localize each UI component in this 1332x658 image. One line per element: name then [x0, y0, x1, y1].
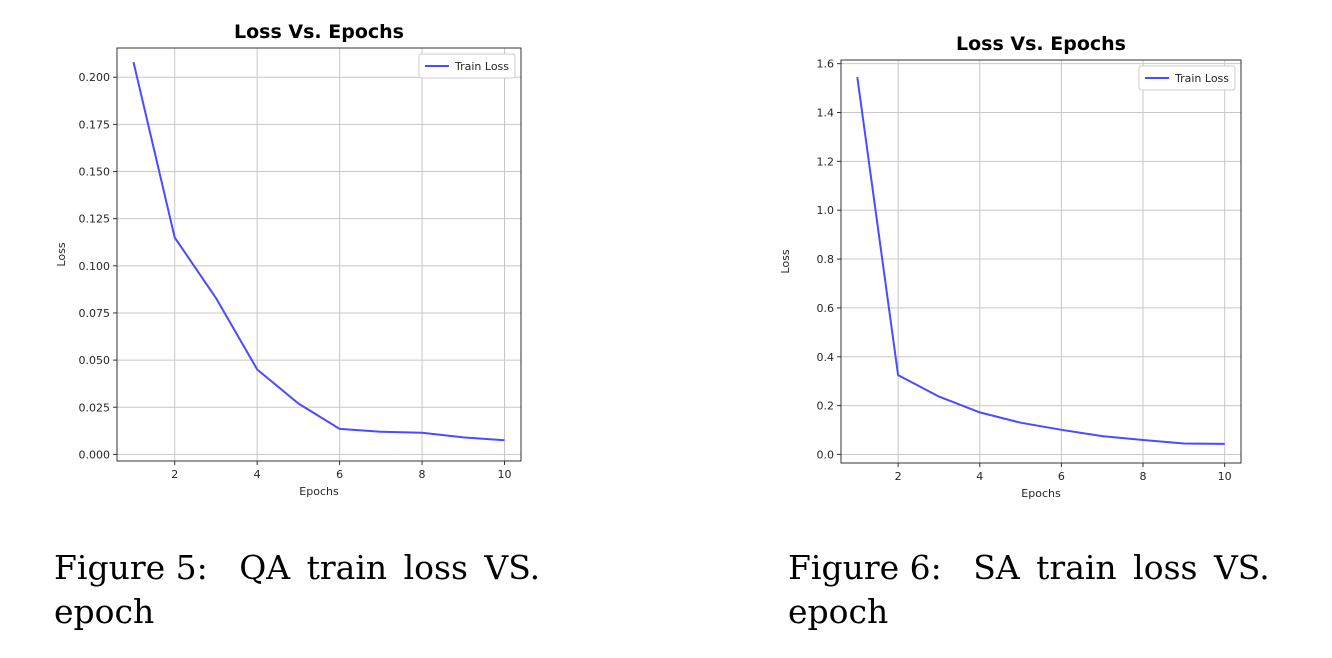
- y-tick-label: 1.2: [817, 155, 835, 168]
- chart-title: Loss Vs. Epochs: [956, 33, 1126, 55]
- x-axis-label: Epochs: [1021, 487, 1061, 500]
- y-tick-label: 1.4: [817, 107, 835, 120]
- series-line-train-loss: [856, 76, 1225, 445]
- series-line-train-loss: [132, 61, 505, 442]
- y-tick-label: 0.050: [79, 354, 111, 367]
- caption-text: QA train loss VS. epoch: [54, 548, 541, 631]
- y-tick-label: 0.100: [79, 260, 111, 273]
- x-axis-label: Epochs: [299, 485, 339, 498]
- y-tick-label: 0.8: [817, 253, 835, 266]
- x-tick-label: 8: [1140, 470, 1147, 483]
- y-tick-label: 1.0: [817, 204, 835, 217]
- x-tick-label: 6: [336, 468, 343, 481]
- y-axis-label: Loss: [779, 249, 792, 273]
- caption-text: SA train loss VS. epoch: [788, 548, 1270, 631]
- y-tick-label: 0.175: [79, 118, 111, 131]
- y-tick-label: 0.025: [79, 401, 111, 414]
- legend-label: Train Loss: [454, 60, 509, 73]
- loss-chart-sa: 2 4 6 8 10 0.0 0.2 0.4 0.6 0.8 1.0 1.2 1.4 1.6 Loss Vs…: [779, 33, 1242, 500]
- x-tick-label: 2: [171, 468, 178, 481]
- caption-label: Figure 6:: [788, 548, 942, 587]
- legend-box: [1138, 65, 1236, 91]
- y-tick-label: 0.200: [79, 71, 111, 84]
- loss-chart-qa: 2 4 6 8 10 0.000 0.025 0.050 0.075 0.100 0.125 0.15…: [55, 21, 522, 498]
- y-tick-label: 1.6: [817, 58, 835, 71]
- x-tick-label: 8: [419, 468, 426, 481]
- legend-box: [418, 53, 516, 79]
- plot-frame: [840, 59, 1242, 464]
- figure-5-caption: Figure 5: QA train loss VS. epoch: [54, 546, 554, 634]
- y-tick-label: 0.4: [817, 351, 835, 364]
- x-tick-label: 10: [498, 468, 512, 481]
- figure-5: 2 4 6 8 10 0.000 0.025 0.050 0.075 0.100 0.125 0.15…: [0, 0, 640, 658]
- y-tick-label: 0.125: [79, 213, 111, 226]
- y-tick-label: 0.150: [79, 166, 111, 179]
- x-tick-label: 2: [895, 470, 902, 483]
- legend-label: Train Loss: [1174, 72, 1229, 85]
- chart-title: Loss Vs. Epochs: [234, 21, 404, 43]
- x-tick-label: 10: [1218, 470, 1232, 483]
- x-tick-label: 4: [976, 470, 983, 483]
- caption-label: Figure 5:: [54, 548, 208, 587]
- plot-frame: [116, 47, 522, 462]
- y-tick-label: 0.000: [79, 448, 111, 461]
- y-tick-label: 0.2: [817, 400, 835, 413]
- y-tick-label: 0.0: [817, 448, 835, 461]
- y-tick-label: 0.6: [817, 302, 835, 315]
- y-axis-label: Loss: [55, 242, 68, 266]
- y-tick-label: 0.075: [79, 307, 111, 320]
- x-tick-label: 4: [254, 468, 261, 481]
- x-tick-label: 6: [1058, 470, 1065, 483]
- figure-6: 2 4 6 8 10 0.0 0.2 0.4 0.6 0.8 1.0 1.2 1.4 1.6 Loss Vs…: [736, 0, 1332, 658]
- figure-6-caption: Figure 6: SA train loss VS. epoch: [788, 546, 1288, 634]
